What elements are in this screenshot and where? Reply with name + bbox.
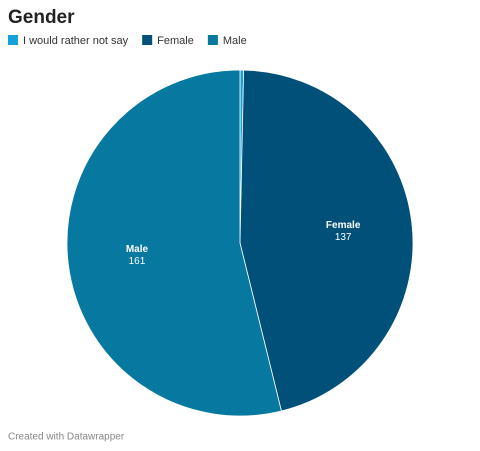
legend-label: Male bbox=[223, 35, 247, 47]
chart-title: Gender bbox=[8, 7, 75, 28]
slice-value: 137 bbox=[335, 232, 352, 243]
slice-label: Male bbox=[126, 244, 149, 255]
legend-label: Female bbox=[157, 35, 194, 47]
legend-swatch bbox=[207, 35, 218, 45]
slice-value: 161 bbox=[129, 256, 146, 267]
slice-label: Female bbox=[326, 220, 361, 231]
footer: Created with Datawrapper bbox=[8, 432, 125, 443]
legend-swatch bbox=[8, 35, 18, 45]
legend-label: I would rather not say bbox=[23, 35, 129, 47]
pie-slice bbox=[239, 69, 414, 412]
pie-slice bbox=[66, 69, 282, 417]
legend-swatch bbox=[142, 35, 153, 45]
